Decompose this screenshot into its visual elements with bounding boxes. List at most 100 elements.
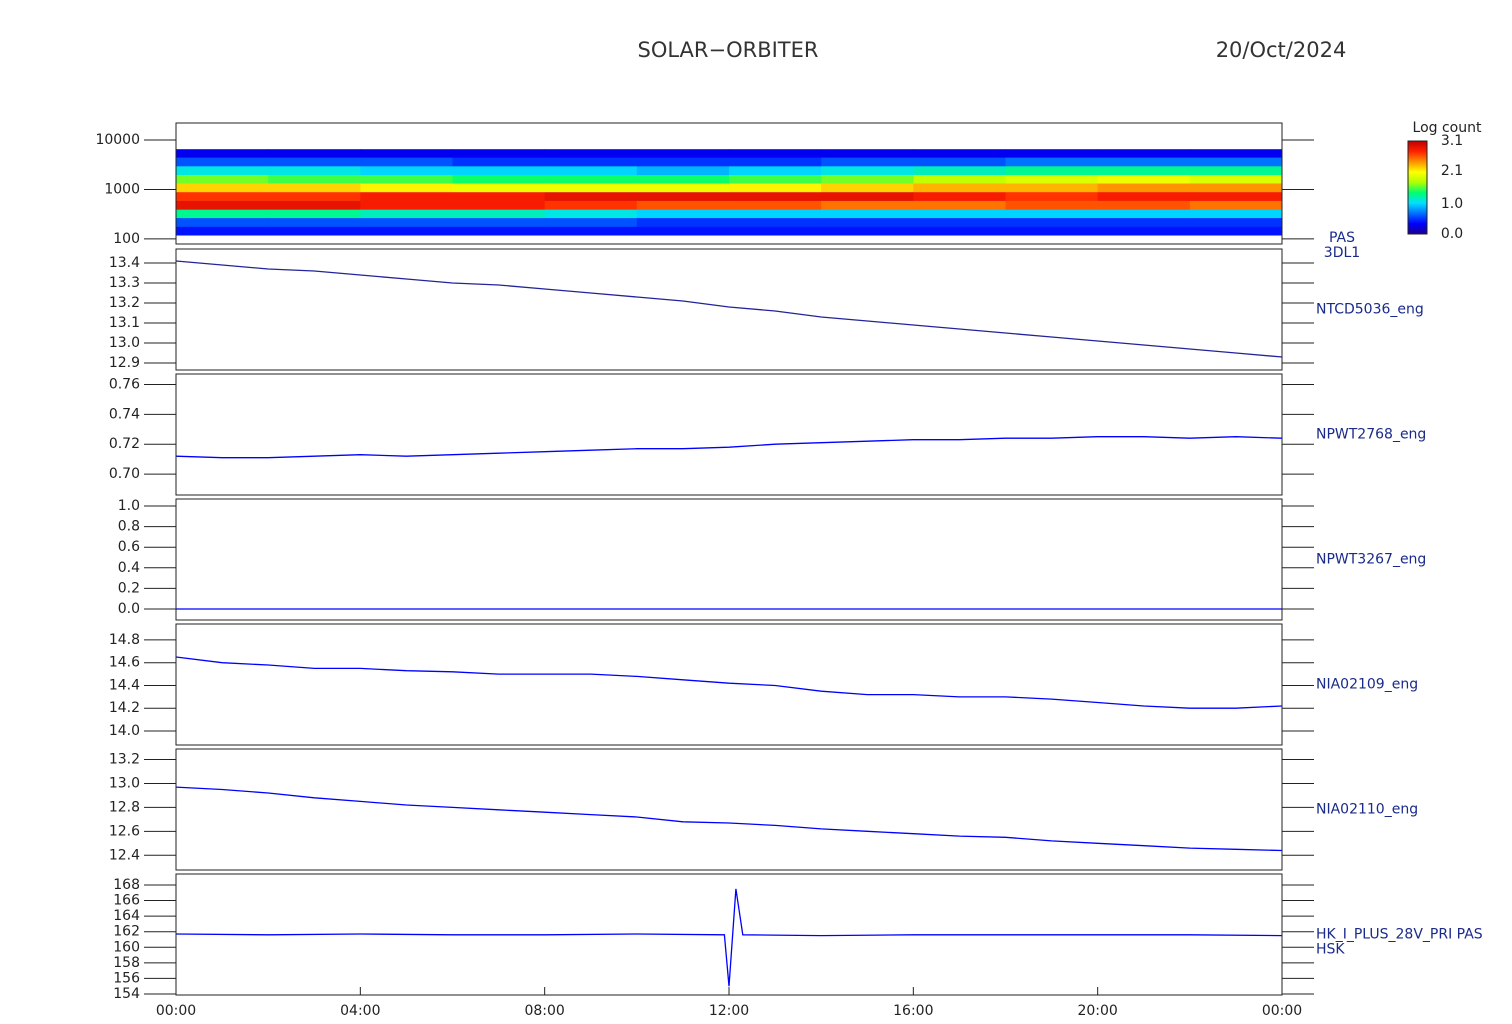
spectrogram-cell — [268, 200, 361, 210]
panel: 13.2 13.0 12.8 12.6 12.4 NIA02110_eng — [109, 748, 1418, 871]
spectrogram-cell — [268, 157, 361, 167]
spectrogram-cell — [1005, 157, 1099, 167]
spectrogram-cell — [913, 157, 1006, 167]
data-line — [175, 260, 1283, 358]
spectrogram-cell — [452, 209, 546, 219]
spectrogram-cell — [1005, 217, 1099, 227]
spectrogram-cell — [1097, 182, 1191, 193]
y-tick-label: 12.8 — [109, 799, 140, 815]
y-tick-label: 166 — [113, 893, 140, 909]
spectrogram-cell — [1189, 226, 1283, 236]
y-tick-label: 0.8 — [118, 519, 140, 535]
spectrogram-cell — [821, 209, 914, 219]
spectrogram-cell — [360, 157, 453, 167]
spectrogram-cell — [1005, 226, 1099, 236]
y-tick-label: 13.1 — [109, 315, 140, 331]
spectrogram-cell — [1097, 226, 1191, 236]
spectrogram-cell — [1189, 165, 1283, 176]
y-tick-label: 168 — [113, 877, 140, 893]
y-tick-label: 12.4 — [109, 847, 140, 863]
data-line — [175, 436, 1283, 459]
spectrogram-cell — [544, 174, 638, 184]
spectrogram-cell — [1005, 200, 1099, 210]
spectrogram-cell — [544, 165, 638, 176]
spectrogram-cell — [268, 209, 361, 219]
y-tick-label: 158 — [113, 955, 140, 971]
x-tick-label: 20:00 — [1077, 1003, 1117, 1019]
y-tick-label: 14.8 — [109, 632, 140, 648]
spectrogram-cell — [729, 174, 822, 184]
x-tick-label: 08:00 — [524, 1003, 564, 1019]
spectrogram-cell — [636, 165, 730, 176]
x-tick-label: 16:00 — [893, 1003, 933, 1019]
spectrogram-cell — [452, 174, 546, 184]
spectrogram-cell — [821, 191, 914, 201]
y-tick-label: 0.74 — [109, 406, 140, 422]
spectrogram-cell — [176, 174, 269, 184]
y-tick-label: 0.76 — [109, 376, 140, 392]
spectrogram-cell — [176, 182, 269, 193]
spectrogram-cell — [1189, 182, 1283, 193]
spectrogram-cell — [360, 217, 453, 227]
x-tick-label: 04:00 — [340, 1003, 380, 1019]
spectrogram-cell — [360, 182, 453, 193]
spectrogram-cell — [176, 200, 269, 210]
spectrogram-cell — [1097, 200, 1191, 210]
spectrogram-cell — [544, 182, 638, 193]
y-tick-label: 13.4 — [109, 255, 140, 271]
panel-label: PAS — [1329, 230, 1355, 246]
spectrogram-cell — [821, 165, 914, 176]
panel: 14.8 14.6 14.4 14.2 14.0 NIA02109_eng — [109, 623, 1418, 746]
spectrogram-cell — [176, 226, 269, 236]
panel: 1.0 0.8 0.6 0.4 0.2 0.0 NPWT3267_eng — [118, 498, 1426, 621]
spectrogram-cell — [544, 226, 638, 236]
spectrogram-cell — [913, 217, 1006, 227]
spectrogram-cell — [1189, 174, 1283, 184]
panel-label: NPWT2768_eng — [1316, 427, 1426, 443]
y-tick-label: 0.0 — [118, 601, 140, 617]
spectrogram-cell — [268, 182, 361, 193]
spectrogram-cell — [544, 157, 638, 167]
spectrogram-cell — [360, 165, 453, 176]
spectrogram-cell — [452, 191, 546, 201]
panel: 0.76 0.74 0.72 0.70 NPWT2768_eng — [109, 373, 1426, 496]
spectrogram-cell — [913, 191, 1006, 201]
panel-label: NIA02110_eng — [1316, 802, 1418, 818]
spectrogram-cell — [1097, 209, 1191, 219]
spectrogram-cell — [1005, 149, 1099, 158]
spectrogram-cell — [544, 217, 638, 227]
colorbar-tick-label: 2.1 — [1441, 163, 1463, 179]
spectrogram-cell — [821, 200, 914, 210]
panel-label: NIA02109_eng — [1316, 677, 1418, 693]
spectrogram-cell — [636, 200, 730, 210]
x-tick-label: 00:00 — [1262, 1003, 1302, 1019]
panel-frame — [175, 122, 1283, 245]
spectrogram-cell — [1189, 217, 1283, 227]
y-tick-label: 0.2 — [118, 580, 140, 596]
spectrogram-cell — [360, 226, 453, 236]
spectrogram-cell — [821, 217, 914, 227]
y-tick-label: 14.6 — [109, 655, 140, 671]
spectrogram-cell — [452, 149, 546, 158]
spectrogram-cell — [636, 174, 730, 184]
spectrogram-cell — [1189, 149, 1283, 158]
y-tick-label: 10000 — [95, 132, 140, 148]
spectrogram-cell — [1189, 209, 1283, 219]
spectrogram-cell — [452, 157, 546, 167]
spectrogram-cell — [913, 165, 1006, 176]
y-tick-label: 13.0 — [109, 335, 140, 351]
spectrogram-cell — [1005, 191, 1099, 201]
spectrogram-cell — [729, 226, 822, 236]
spectrogram-cell — [636, 217, 730, 227]
date: 20/Oct/2024 — [1216, 38, 1347, 62]
x-tick-label: 12:00 — [709, 1003, 749, 1019]
spectrogram-cell — [1097, 217, 1191, 227]
spectrogram-cell — [636, 226, 730, 236]
spectrogram-cell — [913, 209, 1006, 219]
y-tick-label: 164 — [113, 908, 140, 924]
y-tick-label: 0.6 — [118, 539, 140, 555]
panel-label: HSK — [1316, 942, 1345, 958]
